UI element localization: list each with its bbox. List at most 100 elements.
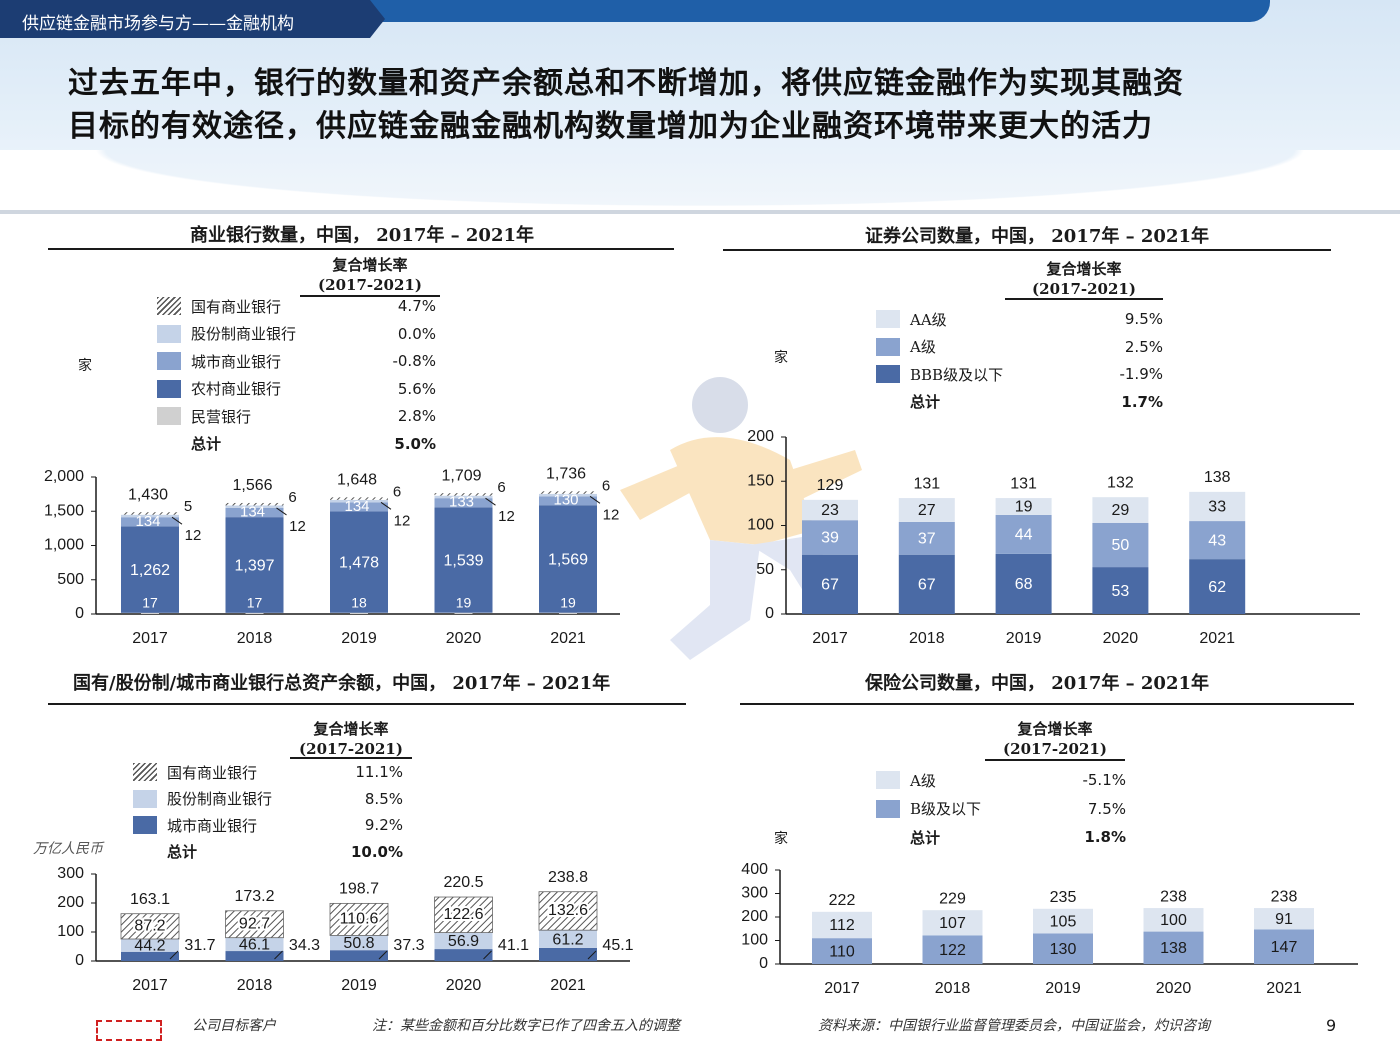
banks-bar-city: [539, 496, 597, 506]
assets-bar-city: [539, 947, 597, 961]
securities-total-label: 131: [1010, 475, 1037, 492]
securities-legend-item: BBB级及以下: [876, 364, 1003, 384]
banks-bar-state: [225, 502, 284, 506]
insurance-unit: 家: [774, 831, 788, 847]
securities-legend-swatch: [876, 310, 900, 328]
insurance-legend-label: B级及以下: [910, 800, 982, 818]
banks-y-tick-label: 500: [57, 571, 84, 588]
assets-leader-city: [483, 950, 492, 960]
banks-label-rural: 1,262: [130, 562, 170, 579]
banks-y-tick-label: 1,500: [44, 502, 84, 519]
banks-label-joint: 12: [289, 518, 306, 535]
assets-leader-city: [169, 950, 179, 960]
banks-leader-joint: [380, 501, 392, 510]
banks-label-rural: 1,539: [443, 553, 483, 570]
assets-legend-swatch: [133, 816, 157, 834]
target-client-marker: [96, 1020, 162, 1041]
banks-bar-joint: [225, 505, 284, 508]
banks-bar-state: [539, 491, 597, 494]
insurance-label-b: 110: [829, 943, 855, 960]
banks-chart: 0 500 1,000 1,500 2,000 2017 2018 2019 2020 2021 1…: [44, 466, 620, 647]
assets-label-state: 122.6: [443, 906, 483, 923]
banks-leader-joint: [171, 516, 183, 525]
securities-bar-a: [802, 520, 858, 555]
assets-legend-value: 11.1%: [355, 763, 403, 781]
banks-y-tick-label: 0: [75, 605, 84, 622]
securities-bar-a: [1092, 522, 1149, 568]
assets-x-tick-label: 2021: [550, 977, 586, 994]
insurance-legend-label: A级: [910, 771, 936, 790]
insurance-cagr-rule: [985, 759, 1125, 761]
assets-y-tick-label: 0: [75, 952, 84, 969]
banks-unit: 家: [78, 358, 92, 374]
securities-label-aa: 29: [1112, 502, 1130, 519]
banks-cagr-label: 复合增长率: [332, 256, 408, 274]
banks-label-state: 6: [497, 479, 505, 496]
insurance-legend-swatch: [876, 771, 900, 789]
insurance-label-a: 100: [1160, 912, 1187, 929]
assets-legend-item: 国有商业银行: [133, 762, 257, 782]
headline: 过去五年中，银行的数量和资产余额总和不断增加，将供应链金融作为实现其融资 目标的…: [68, 62, 1348, 148]
banks-title-rule: [48, 248, 674, 250]
securities-bar-aa: [995, 498, 1052, 515]
insurance-cagr-label: 复合增长率: [1017, 720, 1093, 738]
banks-label-joint: 12: [603, 506, 620, 523]
banks-bar-rural: [225, 517, 284, 613]
banks-cagr-period: (2017-2021): [318, 276, 422, 294]
footer-source: 资料来源：中国银行业监督管理委员会，中国证监会，灼识咨询: [818, 1018, 1210, 1034]
banks-legend-label: 农村商业银行: [191, 380, 282, 398]
insurance-label-a: 91: [1275, 911, 1293, 928]
securities-chart-title: 证券公司数量，中国， 2017年 – 2021年: [865, 226, 1209, 247]
banks-legend-item: 民营银行: [157, 406, 251, 426]
insurance-y-tick-label: 100: [741, 932, 768, 949]
banks-legend-value: 0.0%: [397, 324, 436, 343]
securities-label-a: 39: [821, 530, 839, 547]
banks-total-label: 1,430: [128, 486, 168, 503]
securities-legend-value: -1.9%: [1119, 365, 1163, 383]
insurance-label-a: 112: [829, 917, 855, 934]
assets-label-city: 41.1: [498, 937, 529, 954]
banks-bar-rural: [434, 507, 493, 613]
banks-bar-joint: [434, 495, 493, 499]
insurance-bar-a: [812, 911, 872, 939]
assets-legend-item: 股份制商业银行: [133, 789, 272, 809]
assets-label-state: 110.6: [340, 911, 379, 928]
insurance-bar-b: [922, 935, 983, 964]
insurance-y-tick-label: 200: [741, 908, 768, 925]
banks-legend-swatch: [157, 324, 181, 343]
assets-label-state: 87.2: [134, 918, 165, 935]
banks-bar-state: [434, 493, 493, 496]
banks-bar-state: [121, 512, 179, 515]
securities-legend-swatch: [876, 393, 900, 411]
securities-unit: 家: [774, 350, 788, 366]
banks-y-tick-label: 1,000: [44, 537, 84, 554]
assets-leader-city: [378, 950, 388, 960]
insurance-total-label: 235: [1050, 889, 1077, 906]
assets-total-label: 238.8: [548, 869, 588, 886]
assets-bar-city: [434, 949, 493, 961]
banks-label-rural: 1,478: [339, 555, 379, 572]
banks-legend-label: 民营银行: [191, 407, 252, 426]
insurance-x-tick-label: 2017: [824, 980, 860, 995]
securities-y-tick-label: 0: [765, 605, 774, 622]
securities-label-aa: 27: [918, 502, 936, 519]
insurance-title-rule: [740, 703, 1354, 705]
assets-legend-label: 总计: [167, 843, 198, 861]
insurance-x-tick-label: 2021: [1266, 980, 1302, 995]
securities-bar-bbb: [898, 554, 955, 614]
securities-label-aa: 19: [1015, 499, 1033, 516]
banks-label-city: 134: [344, 498, 369, 515]
banks-legend-item: 农村商业银行: [157, 379, 281, 399]
insurance-legend-swatch: [876, 799, 900, 818]
headline-line-2: 目标的有效途径，供应链金融金融机构数量增加为企业融资环境带来更大的活力: [68, 109, 1153, 144]
assets-title-rule: [48, 703, 686, 705]
securities-label-a: 43: [1208, 532, 1226, 549]
securities-bar-bbb: [995, 553, 1052, 614]
banks-bar-city: [330, 502, 388, 512]
assets-bar-city: [225, 951, 284, 961]
banks-legend-value: -0.8%: [392, 352, 436, 370]
insurance-label-a: 107: [939, 915, 966, 932]
assets-y-tick-label: 100: [57, 923, 84, 940]
footer-target-client: 公司目标客户: [192, 1018, 276, 1034]
assets-label-joint: 56.9: [448, 933, 479, 950]
